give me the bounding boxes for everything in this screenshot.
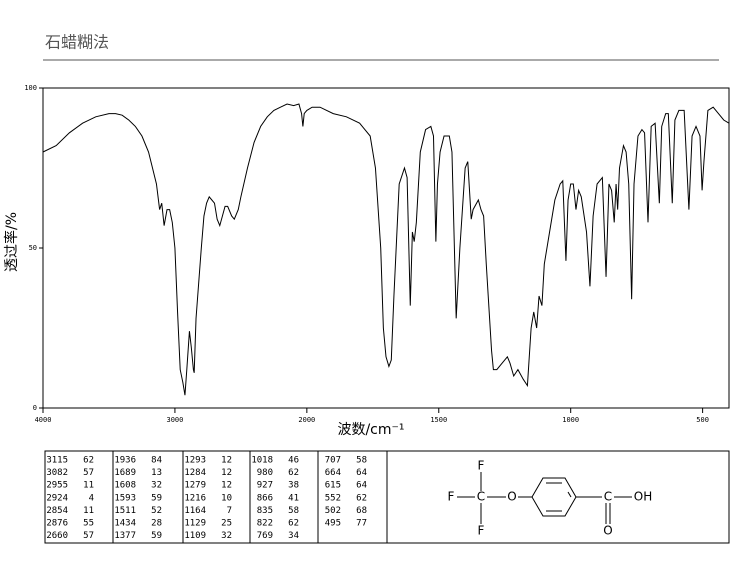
peak-wavenumber: 615 (325, 481, 341, 491)
peak-wavenumber: 1216 (184, 493, 206, 503)
peak-wavenumber: 927 (257, 481, 273, 491)
spectrum-line (42, 103, 730, 396)
peak-wavenumber: 664 (325, 468, 341, 478)
peak-transmittance: 12 (221, 456, 232, 466)
peak-wavenumber: 1279 (184, 481, 206, 491)
peak-wavenumber: 980 (257, 468, 273, 478)
peak-transmittance: 32 (151, 481, 162, 491)
x-tick-label: 500 (696, 416, 709, 424)
peak-transmittance: 28 (151, 519, 162, 529)
peak-transmittance: 68 (356, 506, 367, 516)
peak-wavenumber: 707 (325, 456, 341, 466)
atom-label: F (478, 524, 485, 538)
peak-wavenumber: 1593 (114, 493, 136, 503)
peak-transmittance: 84 (151, 456, 162, 466)
peak-transmittance: 57 (83, 468, 94, 478)
peak-transmittance: 59 (151, 493, 162, 503)
peak-transmittance: 12 (221, 481, 232, 491)
plot-frame (42, 87, 730, 409)
peak-transmittance: 4 (89, 493, 94, 503)
peak-transmittance: 25 (221, 519, 232, 529)
peak-transmittance: 55 (83, 519, 94, 529)
peak-transmittance: 62 (83, 456, 94, 466)
peak-transmittance: 62 (288, 468, 299, 478)
chart-title: 石蜡糊法 (45, 33, 109, 52)
x-tick-label: 4000 (35, 416, 52, 424)
peak-wavenumber: 1936 (114, 456, 136, 466)
peak-wavenumber: 769 (257, 531, 273, 541)
y-tick-label: 100 (24, 84, 37, 92)
peak-wavenumber: 866 (257, 493, 273, 503)
peak-transmittance: 46 (288, 456, 299, 466)
peak-transmittance: 58 (356, 456, 367, 466)
peak-transmittance: 13 (151, 468, 162, 478)
peak-wavenumber: 1164 (184, 506, 206, 516)
x-tick-label: 1000 (562, 416, 579, 424)
peak-transmittance: 59 (151, 531, 162, 541)
peak-wavenumber: 495 (325, 519, 341, 529)
peak-wavenumber: 2854 (46, 506, 68, 516)
y-tick-label: 0 (33, 404, 37, 412)
peak-wavenumber: 822 (257, 519, 273, 529)
x-tick-label: 2000 (298, 416, 315, 424)
peak-transmittance: 62 (356, 493, 367, 503)
structure-bonds (457, 472, 632, 524)
peak-wavenumber: 1109 (184, 531, 206, 541)
peak-transmittance: 32 (221, 531, 232, 541)
peak-wavenumber: 2876 (46, 519, 68, 529)
atom-label: C (604, 490, 612, 504)
atom-label: O (603, 524, 612, 538)
peak-transmittance: 7 (227, 506, 232, 516)
peak-wavenumber: 3115 (46, 456, 68, 466)
peak-wavenumber: 552 (325, 493, 341, 503)
peak-wavenumber: 1377 (114, 531, 136, 541)
x-tick-label: 1500 (430, 416, 447, 424)
peak-wavenumber: 1293 (184, 456, 206, 466)
peak-transmittance: 62 (288, 519, 299, 529)
peak-transmittance: 64 (356, 481, 367, 491)
table-dividers (112, 451, 388, 543)
peak-transmittance: 34 (288, 531, 299, 541)
atom-label: OH (634, 490, 652, 504)
peak-wavenumber: 3082 (46, 468, 68, 478)
peak-transmittance: 58 (288, 506, 299, 516)
peak-wavenumber: 1018 (251, 456, 273, 466)
peak-transmittance: 10 (221, 493, 232, 503)
peak-transmittance: 38 (288, 481, 299, 491)
peak-transmittance: 64 (356, 468, 367, 478)
peak-transmittance: 11 (83, 481, 94, 491)
peak-transmittance: 11 (83, 506, 94, 516)
peak-wavenumber: 2660 (46, 531, 68, 541)
peak-wavenumber: 1511 (114, 506, 136, 516)
y-axis-label: 透过率/% (3, 212, 20, 272)
x-tick-label: 3000 (166, 416, 183, 424)
y-tick-label: 50 (29, 244, 37, 252)
atom-label: C (477, 490, 485, 504)
atom-label: F (478, 459, 485, 473)
atom-label: F (448, 490, 455, 504)
peak-transmittance: 12 (221, 468, 232, 478)
peak-transmittance: 52 (151, 506, 162, 516)
peak-wavenumber: 1129 (184, 519, 206, 529)
peak-wavenumber: 2955 (46, 481, 68, 491)
peak-wavenumber: 1689 (114, 468, 136, 478)
peak-wavenumber: 502 (325, 506, 341, 516)
x-axis-label: 波数/cm⁻¹ (337, 422, 404, 438)
atom-label: O (507, 490, 516, 504)
peak-transmittance: 77 (356, 519, 367, 529)
peak-wavenumber: 1608 (114, 481, 136, 491)
peak-transmittance: 57 (83, 531, 94, 541)
peak-wavenumber: 1434 (114, 519, 136, 529)
peak-transmittance: 41 (288, 493, 299, 503)
peak-wavenumber: 1284 (184, 468, 206, 478)
peak-wavenumber: 2924 (46, 493, 68, 503)
peak-wavenumber: 835 (257, 506, 273, 516)
